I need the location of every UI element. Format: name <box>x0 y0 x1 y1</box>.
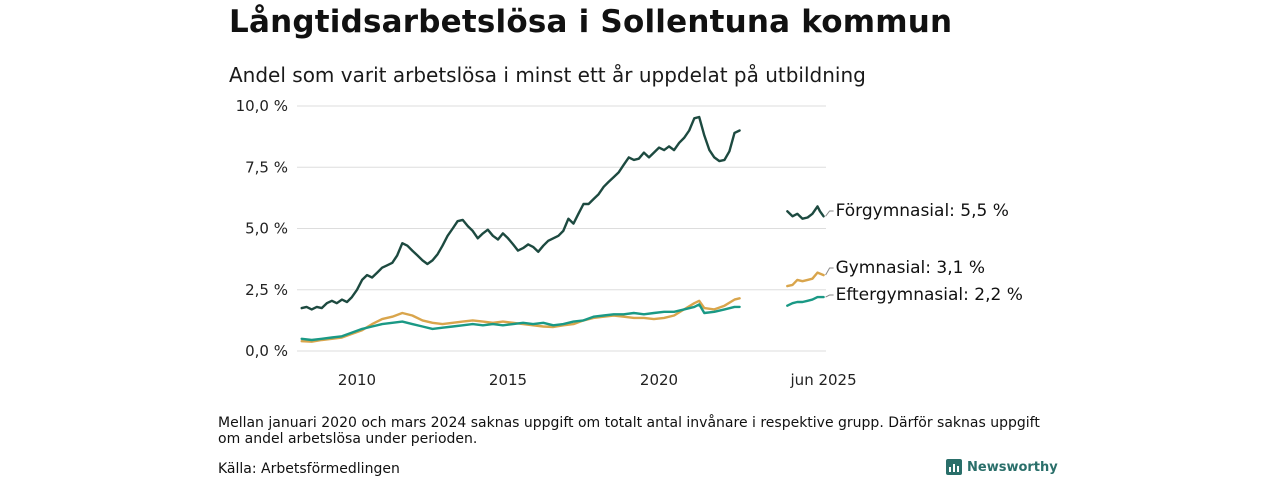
label-connector <box>825 210 834 217</box>
series-line-eftergymnasial <box>300 303 741 342</box>
series-line-gymnasial <box>300 297 741 343</box>
x-tick-label: 2020 <box>640 371 678 389</box>
label-connector <box>825 294 834 298</box>
x-tick-label: 2015 <box>489 371 527 389</box>
brand-name: Newsworthy <box>967 459 1058 475</box>
y-tick-label: 10,0 % <box>236 97 288 115</box>
label-connector <box>825 267 834 276</box>
series-label-eftergymnasial: Eftergymnasial: 2,2 % <box>836 285 1023 305</box>
y-axis-ticks: 0,0 % 2,5 % 5,0 % 7,5 % 10,0 % <box>236 97 288 360</box>
source-note: Källa: Arbetsförmedlingen <box>218 461 400 477</box>
y-tick-label: 7,5 % <box>245 158 288 176</box>
series-lines <box>300 115 825 343</box>
series-line-gymnasial <box>786 271 825 288</box>
series-line-f-rgymnasial <box>786 205 825 220</box>
x-tick-label: 2010 <box>338 371 376 389</box>
series-end-labels: Förgymnasial: 5,5 % Gymnasial: 3,1 % Efter… <box>825 201 1023 305</box>
bar-chart-logo-icon <box>946 459 962 475</box>
y-tick-label: 2,5 % <box>245 281 288 299</box>
series-label-gymnasial: Gymnasial: 3,1 % <box>836 258 985 278</box>
y-tick-label: 0,0 % <box>245 342 288 360</box>
x-tick-label: jun 2025 <box>790 371 857 389</box>
brand-logo: Newsworthy <box>946 459 1058 475</box>
series-line-eftergymnasial <box>786 295 825 307</box>
series-line-f-rgymnasial <box>300 115 741 311</box>
grid-lines <box>297 105 826 352</box>
chart-title: Långtidsarbetslösa i Sollentuna kommun <box>229 4 953 40</box>
chart-subtitle: Andel som varit arbetslösa i minst ett å… <box>229 63 866 87</box>
footnote: Mellan januari 2020 och mars 2024 saknas… <box>218 415 1040 447</box>
x-axis-ticks: 2010 2015 2020 jun 2025 <box>338 371 857 389</box>
y-tick-label: 5,0 % <box>245 220 288 238</box>
series-label-f-rgymnasial: Förgymnasial: 5,5 % <box>836 201 1009 221</box>
